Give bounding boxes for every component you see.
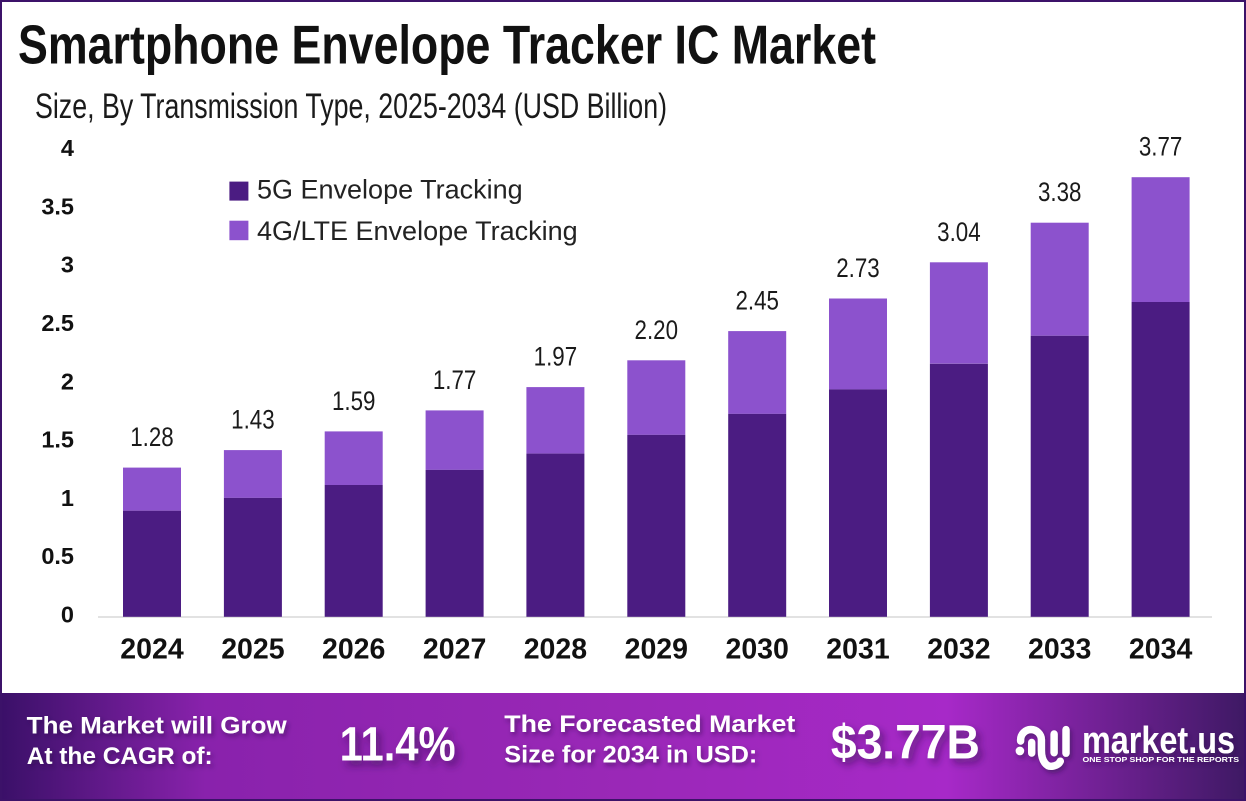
svg-text:1.59: 1.59 (332, 386, 376, 416)
svg-text:The Forecasted Market: The Forecasted Market (504, 711, 795, 738)
svg-text:4: 4 (61, 135, 74, 161)
svg-text:The Market will Grow: The Market will Grow (27, 712, 288, 739)
svg-text:5G Envelope Tracking: 5G Envelope Tracking (257, 174, 523, 204)
svg-text:2.45: 2.45 (735, 286, 779, 316)
svg-text:0: 0 (61, 602, 74, 628)
svg-text:2029: 2029 (625, 634, 688, 666)
svg-text:11.4%: 11.4% (340, 719, 456, 772)
svg-text:Size, By Transmission Type, 20: Size, By Transmission Type, 2025-2034 (U… (35, 87, 667, 126)
svg-text:2033: 2033 (1028, 634, 1091, 666)
svg-text:1.97: 1.97 (534, 342, 578, 372)
svg-text:2032: 2032 (927, 634, 990, 666)
svg-text:2027: 2027 (423, 634, 486, 666)
svg-text:3: 3 (61, 252, 74, 278)
svg-text:0.5: 0.5 (41, 543, 74, 569)
svg-text:3.5: 3.5 (41, 193, 74, 219)
svg-text:At the CAGR of:: At the CAGR of: (27, 743, 213, 770)
svg-text:Size for 2034 in USD:: Size for 2034 in USD: (504, 742, 757, 769)
svg-text:3.77: 3.77 (1139, 132, 1183, 162)
svg-text:2.20: 2.20 (635, 315, 679, 345)
svg-text:$3.77B: $3.77B (831, 717, 980, 770)
svg-text:Smartphone Envelope Tracker IC: Smartphone Envelope Tracker IC Market (18, 14, 876, 76)
svg-text:ONE STOP SHOP FOR THE REPORTS: ONE STOP SHOP FOR THE REPORTS (1083, 757, 1240, 764)
svg-text:3.04: 3.04 (937, 217, 981, 247)
svg-text:2026: 2026 (322, 634, 385, 666)
svg-text:1.5: 1.5 (41, 427, 74, 453)
svg-text:4G/LTE Envelope Tracking: 4G/LTE Envelope Tracking (257, 216, 578, 246)
svg-text:2031: 2031 (826, 634, 890, 666)
svg-text:1.28: 1.28 (130, 422, 174, 452)
svg-text:2025: 2025 (221, 634, 285, 666)
svg-text:1.43: 1.43 (231, 405, 275, 435)
svg-text:3.38: 3.38 (1038, 177, 1082, 207)
svg-text:2030: 2030 (725, 634, 788, 666)
svg-text:1.77: 1.77 (433, 365, 477, 395)
svg-text:market.us: market.us (1082, 720, 1235, 762)
svg-text:2.5: 2.5 (41, 310, 74, 336)
svg-text:1: 1 (61, 485, 74, 511)
svg-text:2.73: 2.73 (836, 253, 880, 283)
svg-text:2024: 2024 (120, 634, 184, 666)
svg-text:2: 2 (61, 368, 74, 394)
svg-text:2034: 2034 (1129, 634, 1193, 666)
svg-text:2028: 2028 (524, 634, 587, 666)
